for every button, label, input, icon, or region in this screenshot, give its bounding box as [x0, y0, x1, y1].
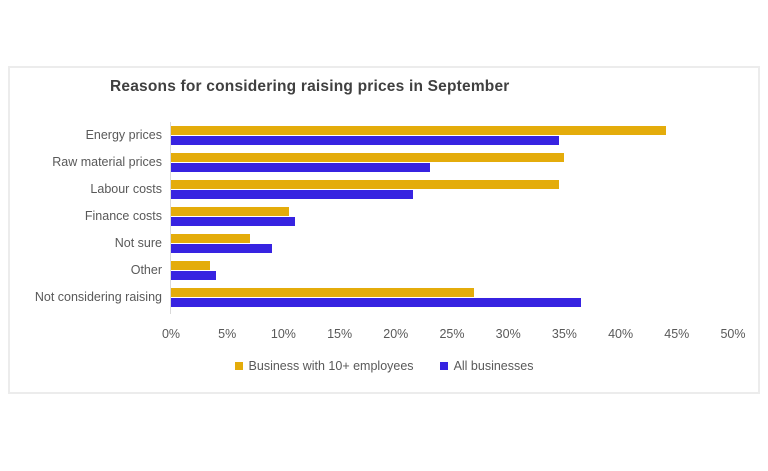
x-axis-tick-label: 50%: [720, 327, 746, 341]
bar-row: [171, 122, 733, 149]
x-axis-tick-label: 15%: [327, 327, 353, 341]
bar-all-businesses: [171, 163, 430, 172]
bar-row: [171, 176, 733, 203]
x-axis-tick-label: 25%: [439, 327, 465, 341]
x-axis-tick-label: 35%: [551, 327, 577, 341]
bar-business-10plus: [171, 180, 559, 189]
category-axis-line: [170, 122, 171, 314]
legend-swatch-icon: [234, 362, 243, 370]
category-axis-labels: Energy prices Raw material prices Labour c…: [10, 122, 162, 311]
bar-row: [171, 203, 733, 230]
x-axis-tick-label: 45%: [664, 327, 690, 341]
category-label: Labour costs: [90, 182, 162, 196]
legend: Business with 10+ employees All businesse…: [10, 359, 758, 373]
bar-row: [171, 149, 733, 176]
plot-area: [171, 122, 733, 311]
x-axis-tick-label: 5%: [218, 327, 237, 341]
legend-swatch-icon: [439, 362, 448, 370]
chart-container: Reasons for considering raising prices i…: [8, 66, 760, 394]
value-axis: 0% 5% 10% 15% 20% 25% 30% 35% 40% 45% 50%: [10, 327, 758, 343]
bar-business-10plus: [171, 261, 211, 270]
category-label: Other: [130, 263, 162, 277]
category-label: Not considering raising: [34, 290, 162, 304]
bar-all-businesses: [171, 217, 295, 226]
category-label: Raw material prices: [52, 155, 162, 169]
category-label: Finance costs: [84, 209, 162, 223]
bar-business-10plus: [171, 126, 666, 135]
bar-all-businesses: [171, 298, 582, 307]
category-label: Not sure: [114, 236, 162, 250]
bar-business-10plus: [171, 207, 290, 216]
legend-label: All businesses: [453, 359, 534, 373]
bar-row: [171, 230, 733, 257]
legend-item: All businesses: [439, 359, 534, 373]
legend-label: Business with 10+ employees: [248, 359, 414, 373]
x-axis-tick-label: 10%: [270, 327, 296, 341]
bar-business-10plus: [171, 288, 475, 297]
bar-all-businesses: [171, 244, 273, 253]
x-axis-tick-label: 20%: [383, 327, 409, 341]
bar-all-businesses: [171, 271, 216, 280]
legend-item: Business with 10+ employees: [234, 359, 414, 373]
bar-business-10plus: [171, 153, 565, 162]
x-axis-tick-label: 30%: [495, 327, 521, 341]
bar-all-businesses: [171, 190, 413, 199]
chart-title: Reasons for considering raising prices i…: [110, 78, 510, 95]
bar-business-10plus: [171, 234, 250, 243]
bar-all-businesses: [171, 136, 559, 145]
bar-row: [171, 284, 733, 311]
x-axis-tick-label: 40%: [608, 327, 634, 341]
bar-row: [171, 257, 733, 284]
category-label: Energy prices: [85, 128, 162, 142]
x-axis-tick-label: 0%: [161, 327, 181, 341]
